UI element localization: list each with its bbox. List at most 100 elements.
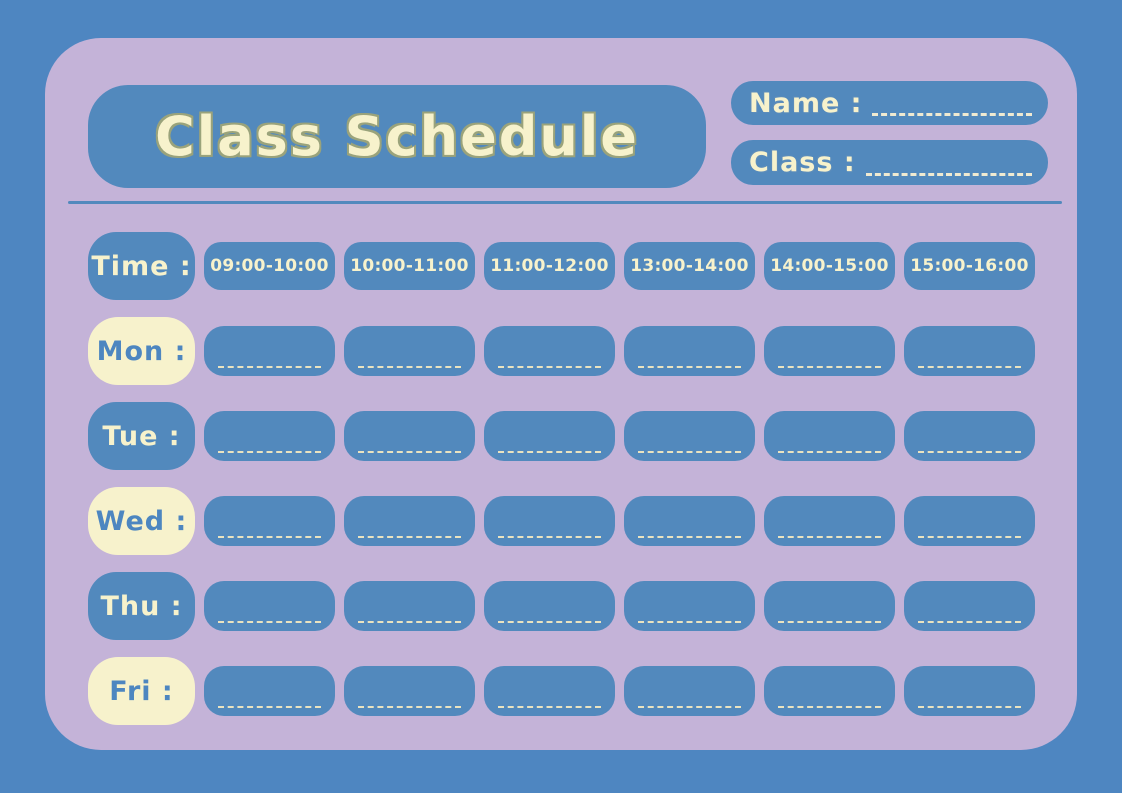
- schedule-cell-wed-3[interactable]: [624, 496, 755, 546]
- cell-entry-text: [214, 500, 325, 534]
- cell-entry-text: [914, 415, 1025, 449]
- cell-write-line: [498, 536, 601, 538]
- schedule-cell-mon-2[interactable]: [484, 326, 615, 376]
- cell-write-line: [358, 451, 461, 453]
- schedule-cell-wed-4[interactable]: [764, 496, 895, 546]
- name-label: Name :: [749, 87, 863, 119]
- schedule-cell-thu-5[interactable]: [904, 581, 1035, 631]
- cell-entry-text: [774, 585, 885, 619]
- cell-write-line: [778, 706, 881, 708]
- schedule-cell-wed-2[interactable]: [484, 496, 615, 546]
- cell-write-line: [918, 621, 1021, 623]
- cell-write-line: [218, 366, 321, 368]
- cell-entry-text: [494, 500, 605, 534]
- schedule-cell-tue-1[interactable]: [344, 411, 475, 461]
- schedule-cell-tue-0[interactable]: [204, 411, 335, 461]
- schedule-cell-tue-4[interactable]: [764, 411, 895, 461]
- cell-write-line: [778, 536, 881, 538]
- cell-write-line: [778, 451, 881, 453]
- schedule-cell-tue-2[interactable]: [484, 411, 615, 461]
- cell-write-line: [778, 366, 881, 368]
- schedule-cell-wed-0[interactable]: [204, 496, 335, 546]
- schedule-grid: Time :09:00-10:00 10:00-11:00 11:00-12:00 1…: [88, 232, 1035, 725]
- schedule-cell-wed-1[interactable]: [344, 496, 475, 546]
- cell-entry-text: [634, 585, 745, 619]
- cell-write-line: [218, 451, 321, 453]
- cell-write-line: [638, 621, 741, 623]
- title-banner: Class Schedule: [88, 85, 706, 188]
- schedule-cell-wed-5[interactable]: [904, 496, 1035, 546]
- day-label-mon: Mon :: [88, 317, 195, 385]
- time-slot-2: 11:00-12:00: [484, 242, 615, 290]
- schedule-cell-fri-5[interactable]: [904, 666, 1035, 716]
- cell-write-line: [498, 621, 601, 623]
- cell-write-line: [358, 536, 461, 538]
- cell-write-line: [218, 536, 321, 538]
- name-input-line[interactable]: [872, 112, 1032, 116]
- name-field[interactable]: Name :: [731, 81, 1048, 125]
- cell-write-line: [918, 706, 1021, 708]
- schedule-cell-mon-0[interactable]: [204, 326, 335, 376]
- schedule-cell-mon-3[interactable]: [624, 326, 755, 376]
- cell-entry-text: [914, 670, 1025, 704]
- schedule-cell-thu-3[interactable]: [624, 581, 755, 631]
- cell-entry-text: [494, 330, 605, 364]
- schedule-cell-mon-1[interactable]: [344, 326, 475, 376]
- cell-write-line: [358, 706, 461, 708]
- cell-write-line: [358, 621, 461, 623]
- cell-entry-text: [354, 670, 465, 704]
- cell-entry-text: [634, 415, 745, 449]
- schedule-card: Class Schedule Name : Class : Time :09:0…: [45, 38, 1077, 750]
- schedule-cell-fri-4[interactable]: [764, 666, 895, 716]
- day-label-thu: Thu :: [88, 572, 195, 640]
- cell-write-line: [638, 451, 741, 453]
- class-field[interactable]: Class :: [731, 140, 1048, 185]
- cell-entry-text: [774, 415, 885, 449]
- day-label-fri: Fri :: [88, 657, 195, 725]
- time-row-label: Time :: [88, 232, 195, 300]
- cell-write-line: [638, 366, 741, 368]
- cell-entry-text: [634, 670, 745, 704]
- class-input-line[interactable]: [865, 172, 1032, 176]
- time-slot-4: 14:00-15:00: [764, 242, 895, 290]
- schedule-cell-mon-5[interactable]: [904, 326, 1035, 376]
- cell-entry-text: [354, 500, 465, 534]
- schedule-cell-fri-0[interactable]: [204, 666, 335, 716]
- schedule-cell-tue-5[interactable]: [904, 411, 1035, 461]
- cell-entry-text: [774, 330, 885, 364]
- cell-write-line: [918, 366, 1021, 368]
- day-label-tue: Tue :: [88, 402, 195, 470]
- cell-entry-text: [354, 330, 465, 364]
- schedule-cell-thu-0[interactable]: [204, 581, 335, 631]
- schedule-cell-mon-4[interactable]: [764, 326, 895, 376]
- cell-write-line: [638, 706, 741, 708]
- cell-write-line: [638, 536, 741, 538]
- time-slot-5: 15:00-16:00: [904, 242, 1035, 290]
- schedule-cell-thu-1[interactable]: [344, 581, 475, 631]
- schedule-cell-thu-2[interactable]: [484, 581, 615, 631]
- schedule-cell-fri-3[interactable]: [624, 666, 755, 716]
- cell-write-line: [778, 621, 881, 623]
- cell-entry-text: [634, 500, 745, 534]
- cell-write-line: [358, 366, 461, 368]
- time-slot-1: 10:00-11:00: [344, 242, 475, 290]
- cell-write-line: [498, 366, 601, 368]
- cell-entry-text: [494, 670, 605, 704]
- schedule-cell-thu-4[interactable]: [764, 581, 895, 631]
- cell-entry-text: [494, 585, 605, 619]
- cell-entry-text: [774, 500, 885, 534]
- schedule-cell-fri-1[interactable]: [344, 666, 475, 716]
- cell-entry-text: [494, 415, 605, 449]
- page-title: Class Schedule: [155, 105, 639, 168]
- cell-entry-text: [354, 585, 465, 619]
- schedule-cell-tue-3[interactable]: [624, 411, 755, 461]
- cell-entry-text: [214, 670, 325, 704]
- cell-entry-text: [914, 585, 1025, 619]
- day-label-wed: Wed :: [88, 487, 195, 555]
- schedule-cell-fri-2[interactable]: [484, 666, 615, 716]
- cell-write-line: [498, 451, 601, 453]
- cell-entry-text: [354, 415, 465, 449]
- cell-write-line: [218, 621, 321, 623]
- header-divider: [68, 201, 1062, 204]
